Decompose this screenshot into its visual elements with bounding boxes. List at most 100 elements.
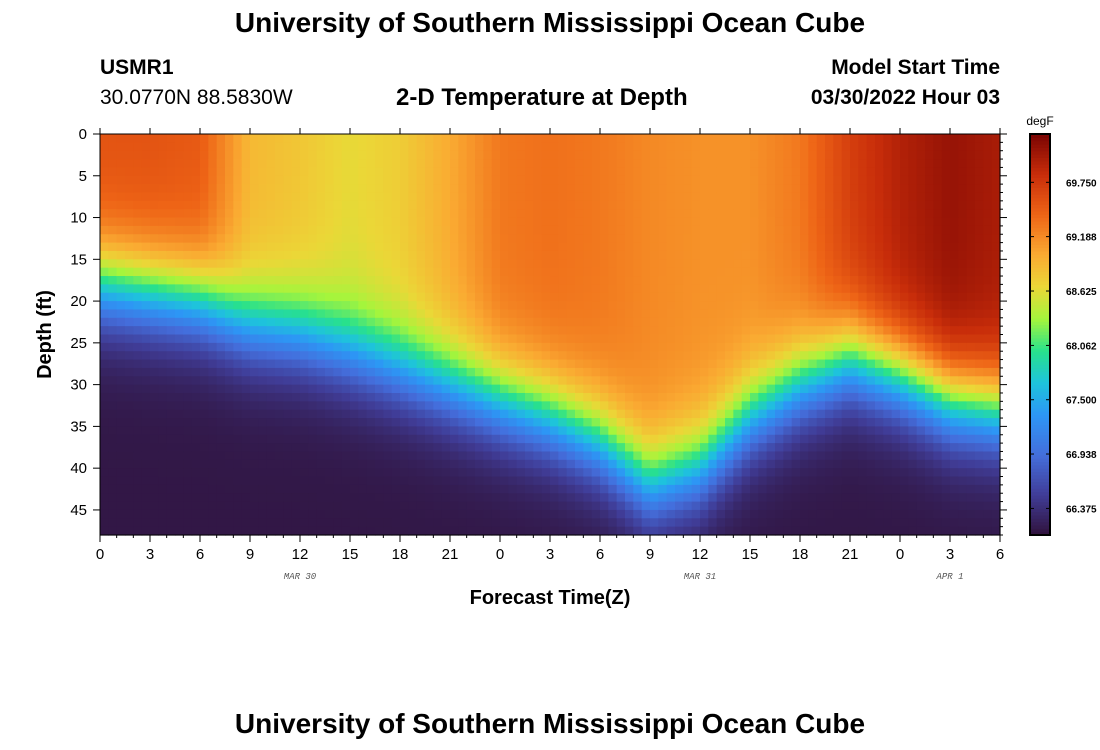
heatmap-cell — [833, 184, 843, 194]
heatmap-cell — [200, 167, 209, 177]
heatmap-cell — [350, 376, 359, 386]
heatmap-cell — [925, 367, 934, 377]
heatmap-cell — [383, 443, 393, 453]
heatmap-cell — [141, 376, 151, 386]
heatmap-cell — [666, 526, 676, 536]
heatmap-cell — [391, 134, 401, 143]
heatmap-cell — [816, 309, 826, 319]
heatmap-cell — [391, 209, 401, 219]
heatmap-cell — [175, 167, 184, 177]
heatmap-cell — [958, 418, 968, 427]
heatmap-cell — [425, 476, 434, 486]
heatmap-cell — [208, 493, 218, 503]
heatmap-cell — [266, 376, 276, 386]
heatmap-cell — [316, 334, 326, 344]
heatmap-cell — [550, 150, 559, 160]
heatmap-cell — [850, 334, 859, 344]
heatmap-cell — [933, 409, 943, 419]
heatmap-cell — [916, 518, 926, 528]
heatmap-cell — [516, 259, 526, 269]
heatmap-cell — [450, 468, 459, 478]
heatmap-cell — [383, 476, 393, 486]
heatmap-cell — [916, 234, 926, 244]
heatmap-cell — [558, 234, 568, 244]
heatmap-cell — [716, 509, 726, 519]
heatmap-cell — [266, 175, 276, 185]
heatmap-cell — [533, 484, 543, 494]
heatmap-cell — [700, 250, 709, 260]
heatmap-cell — [466, 426, 476, 436]
heatmap-cell — [550, 267, 559, 277]
heatmap-cell — [125, 468, 134, 478]
heatmap-cell — [858, 142, 868, 152]
heatmap-cell — [708, 259, 718, 269]
heatmap-cell — [633, 334, 643, 344]
heatmap-cell — [475, 426, 484, 436]
heatmap-cell — [375, 225, 384, 235]
heatmap-cell — [925, 342, 934, 352]
heatmap-cell — [158, 309, 168, 319]
heatmap-cell — [358, 418, 368, 427]
heatmap-cell — [375, 184, 384, 194]
heatmap-cell — [825, 134, 834, 143]
heatmap-cell — [800, 200, 809, 210]
heatmap-cell — [666, 493, 676, 503]
heatmap-cell — [358, 209, 368, 219]
heatmap-cell — [725, 451, 734, 461]
heatmap-cell — [366, 443, 376, 453]
heatmap-cell — [691, 259, 701, 269]
heatmap-cell — [100, 392, 109, 402]
heatmap-cell — [650, 376, 659, 386]
heatmap-cell — [450, 317, 459, 327]
heatmap-cell — [408, 284, 418, 294]
heatmap-cell — [883, 401, 893, 411]
heatmap-cell — [875, 259, 884, 269]
heatmap-cell — [250, 159, 259, 169]
heatmap-cell — [275, 459, 284, 469]
heatmap-cell — [916, 267, 926, 277]
heatmap-cell — [516, 526, 526, 536]
heatmap-cell — [283, 443, 293, 453]
heatmap-cell — [250, 192, 259, 202]
heatmap-cell — [333, 367, 343, 377]
heatmap-cell — [683, 250, 693, 260]
heatmap-cell — [825, 292, 834, 302]
heatmap-cell — [350, 518, 359, 528]
heatmap-cell — [458, 359, 468, 369]
heatmap-cell — [191, 493, 201, 503]
heatmap-cell — [175, 509, 184, 519]
heatmap-cell — [125, 309, 134, 319]
heatmap-cell — [216, 392, 226, 402]
heatmap-cell — [125, 392, 134, 402]
heatmap-cell — [825, 209, 834, 219]
heatmap-cell — [550, 309, 559, 319]
heatmap-cell — [133, 443, 143, 453]
heatmap-cell — [366, 334, 376, 344]
heatmap-cell — [408, 426, 418, 436]
heatmap-cell — [575, 376, 584, 386]
heatmap-cell — [275, 342, 284, 352]
heatmap-cell — [250, 267, 259, 277]
heatmap-cell — [208, 401, 218, 411]
heatmap-cell — [191, 418, 201, 427]
heatmap-cell — [508, 526, 518, 536]
heatmap-cell — [233, 476, 243, 486]
heatmap-cell — [200, 200, 209, 210]
heatmap-cell — [258, 292, 268, 302]
heatmap-cell — [750, 401, 759, 411]
heatmap-cell — [566, 250, 576, 260]
heatmap-cell — [233, 351, 243, 361]
heatmap-cell — [316, 526, 326, 536]
heatmap-cell — [866, 292, 876, 302]
heatmap-cell — [583, 250, 593, 260]
heatmap-cell — [375, 401, 384, 411]
heatmap-cell — [241, 484, 251, 494]
heatmap-cell — [483, 484, 493, 494]
heatmap-cell — [650, 476, 659, 486]
heatmap-cell — [808, 259, 818, 269]
heatmap-cell — [108, 309, 118, 319]
heatmap-cell — [816, 359, 826, 369]
heatmap-cell — [166, 484, 176, 494]
heatmap-cell — [516, 250, 526, 260]
heatmap-cell — [850, 284, 859, 294]
